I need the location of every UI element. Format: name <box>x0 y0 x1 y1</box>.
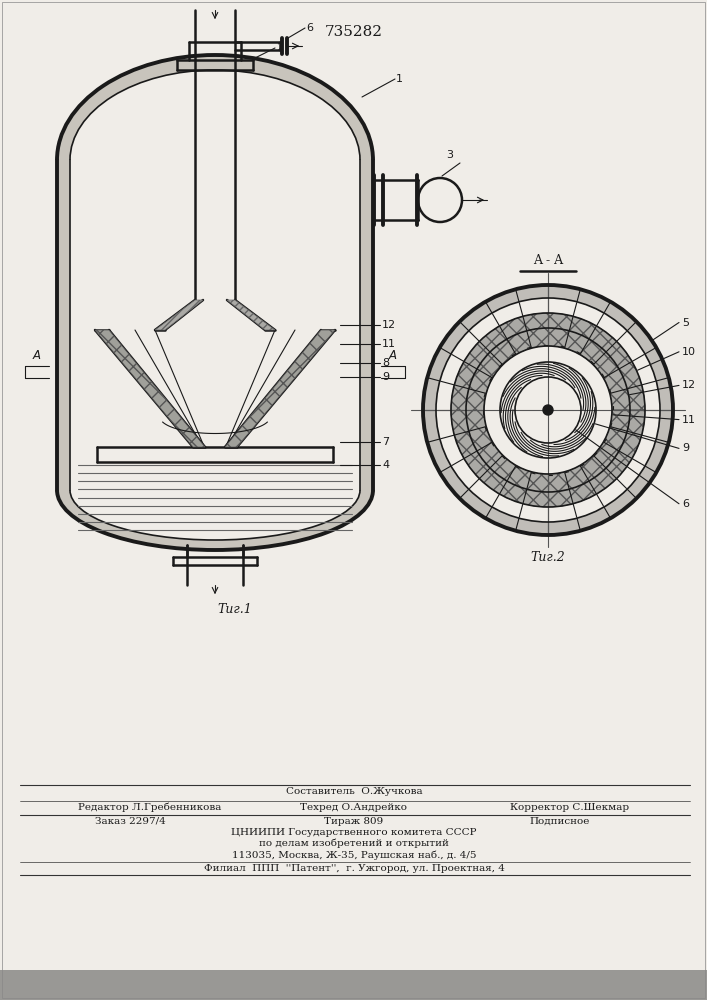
Text: Техред О.Андрейко: Техред О.Андрейко <box>300 803 407 812</box>
Text: 2: 2 <box>276 43 283 53</box>
Text: по делам изобретений и открытий: по делам изобретений и открытий <box>259 839 449 848</box>
Text: Редактор Л.Гребенникова: Редактор Л.Гребенникова <box>78 803 222 812</box>
Circle shape <box>543 405 553 415</box>
Text: Филиал  ППП  ''Патент'',  г. Ужгород, ул. Проектная, 4: Филиал ППП ''Патент'', г. Ужгород, ул. П… <box>204 864 504 873</box>
Text: Заказ 2297/4: Заказ 2297/4 <box>95 817 165 826</box>
Polygon shape <box>360 160 373 490</box>
Text: 10: 10 <box>682 347 696 357</box>
Text: 9: 9 <box>382 372 389 382</box>
Polygon shape <box>155 300 203 330</box>
Polygon shape <box>423 285 673 535</box>
Polygon shape <box>225 330 335 447</box>
Text: Τиг.1: Τиг.1 <box>218 603 252 616</box>
Text: A - A: A - A <box>533 254 563 267</box>
Text: 113035, Москва, Ж-35, Раушская наб., д. 4/5: 113035, Москва, Ж-35, Раушская наб., д. … <box>232 850 477 859</box>
Text: A: A <box>33 349 41 362</box>
Text: Тираж 809: Тираж 809 <box>325 817 384 826</box>
Text: 11: 11 <box>682 415 696 425</box>
Text: Составитель  О.Жучкова: Составитель О.Жучкова <box>286 787 422 796</box>
Polygon shape <box>451 313 645 507</box>
Text: 12: 12 <box>382 320 396 330</box>
Polygon shape <box>57 160 70 490</box>
Text: 1: 1 <box>396 74 403 84</box>
Polygon shape <box>57 55 373 160</box>
Text: A: A <box>389 349 397 362</box>
Text: 3: 3 <box>447 150 453 160</box>
Text: Подписное: Подписное <box>530 817 590 826</box>
Text: 735282: 735282 <box>325 25 383 39</box>
Text: 11: 11 <box>382 339 396 349</box>
Text: Τиг.2: Τиг.2 <box>531 551 566 564</box>
Text: 12: 12 <box>682 380 696 390</box>
Text: 8: 8 <box>382 358 389 368</box>
Polygon shape <box>227 300 275 330</box>
Text: ЦНИИПИ Государственного комитета СССР: ЦНИИПИ Государственного комитета СССР <box>231 828 477 837</box>
Text: 9: 9 <box>682 443 689 453</box>
Polygon shape <box>57 490 373 550</box>
Text: 5: 5 <box>682 318 689 328</box>
Text: 7: 7 <box>382 437 389 447</box>
Polygon shape <box>95 330 205 447</box>
Text: 4: 4 <box>382 460 389 470</box>
Text: 6: 6 <box>682 499 689 509</box>
Polygon shape <box>0 970 707 1000</box>
Text: Корректор С.Шекмар: Корректор С.Шекмар <box>510 803 629 812</box>
Text: 6: 6 <box>306 23 313 33</box>
